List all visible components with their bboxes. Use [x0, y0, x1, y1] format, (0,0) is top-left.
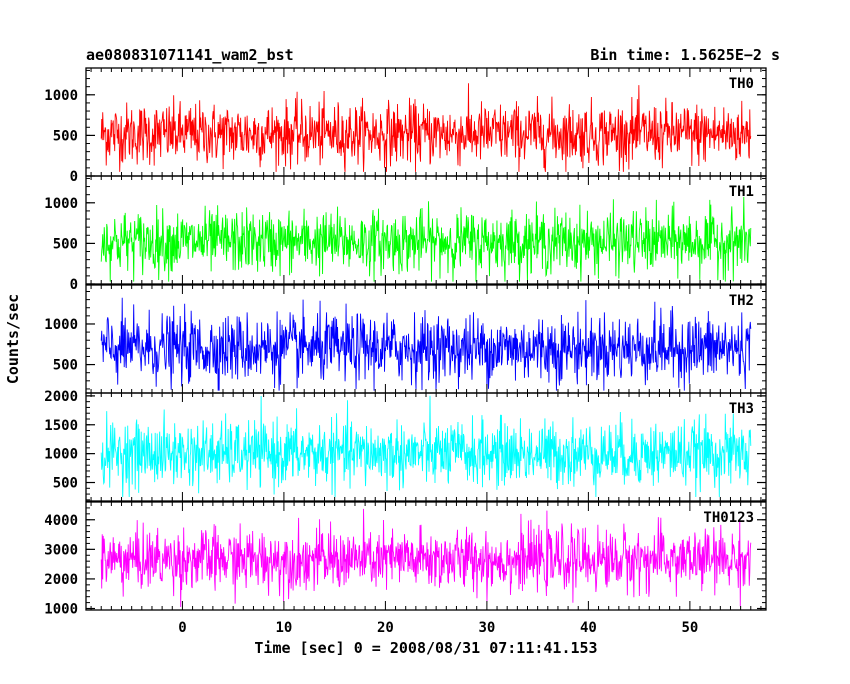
- y-tick-label: 500: [53, 128, 78, 144]
- x-tick-label: 50: [681, 620, 698, 636]
- chart-title-left: ae080831071141_wam2_bst: [86, 46, 294, 64]
- y-axis-label: Counts/sec: [4, 294, 22, 384]
- y-tick-label: 500: [53, 358, 78, 374]
- panel-label-th1: TH1: [729, 184, 754, 200]
- y-tick-label: 3000: [44, 542, 78, 558]
- series-line-th1: [100, 196, 752, 282]
- y-tick-label: 0: [70, 169, 78, 185]
- y-tick-label: 1000: [44, 447, 78, 463]
- x-tick-label: 10: [275, 620, 292, 636]
- panel-label-th2: TH2: [729, 293, 754, 309]
- y-tick-label: 1500: [44, 418, 78, 434]
- y-tick-label: 500: [53, 476, 78, 492]
- y-tick-label: 0: [70, 277, 78, 293]
- chart-title-right: Bin time: 1.5625E−2 s: [590, 46, 780, 64]
- series-line-th2: [100, 297, 752, 391]
- panel-label-th3: TH3: [729, 401, 754, 417]
- series-line-th0123: [100, 508, 752, 608]
- y-tick-label: 500: [53, 236, 78, 252]
- y-tick-label: 2000: [44, 572, 78, 588]
- x-tick-label: 20: [377, 620, 394, 636]
- x-tick-label: 30: [478, 620, 495, 636]
- x-axis-label: Time [sec] 0 = 2008/08/31 07:11:41.153: [254, 639, 597, 657]
- y-tick-label: 4000: [44, 513, 78, 529]
- y-tick-label: 1000: [44, 196, 78, 212]
- series-line-th0: [100, 83, 752, 172]
- y-tick-label: 1000: [44, 88, 78, 104]
- x-tick-label: 40: [580, 620, 597, 636]
- y-tick-label: 2000: [44, 389, 78, 405]
- series-line-th3: [100, 395, 752, 498]
- panel-label-th0123: TH0123: [703, 510, 754, 526]
- y-tick-label: 1000: [44, 602, 78, 618]
- x-tick-label: 0: [178, 620, 186, 636]
- y-tick-label: 1000: [44, 317, 78, 333]
- panel-label-th0: TH0: [729, 76, 754, 92]
